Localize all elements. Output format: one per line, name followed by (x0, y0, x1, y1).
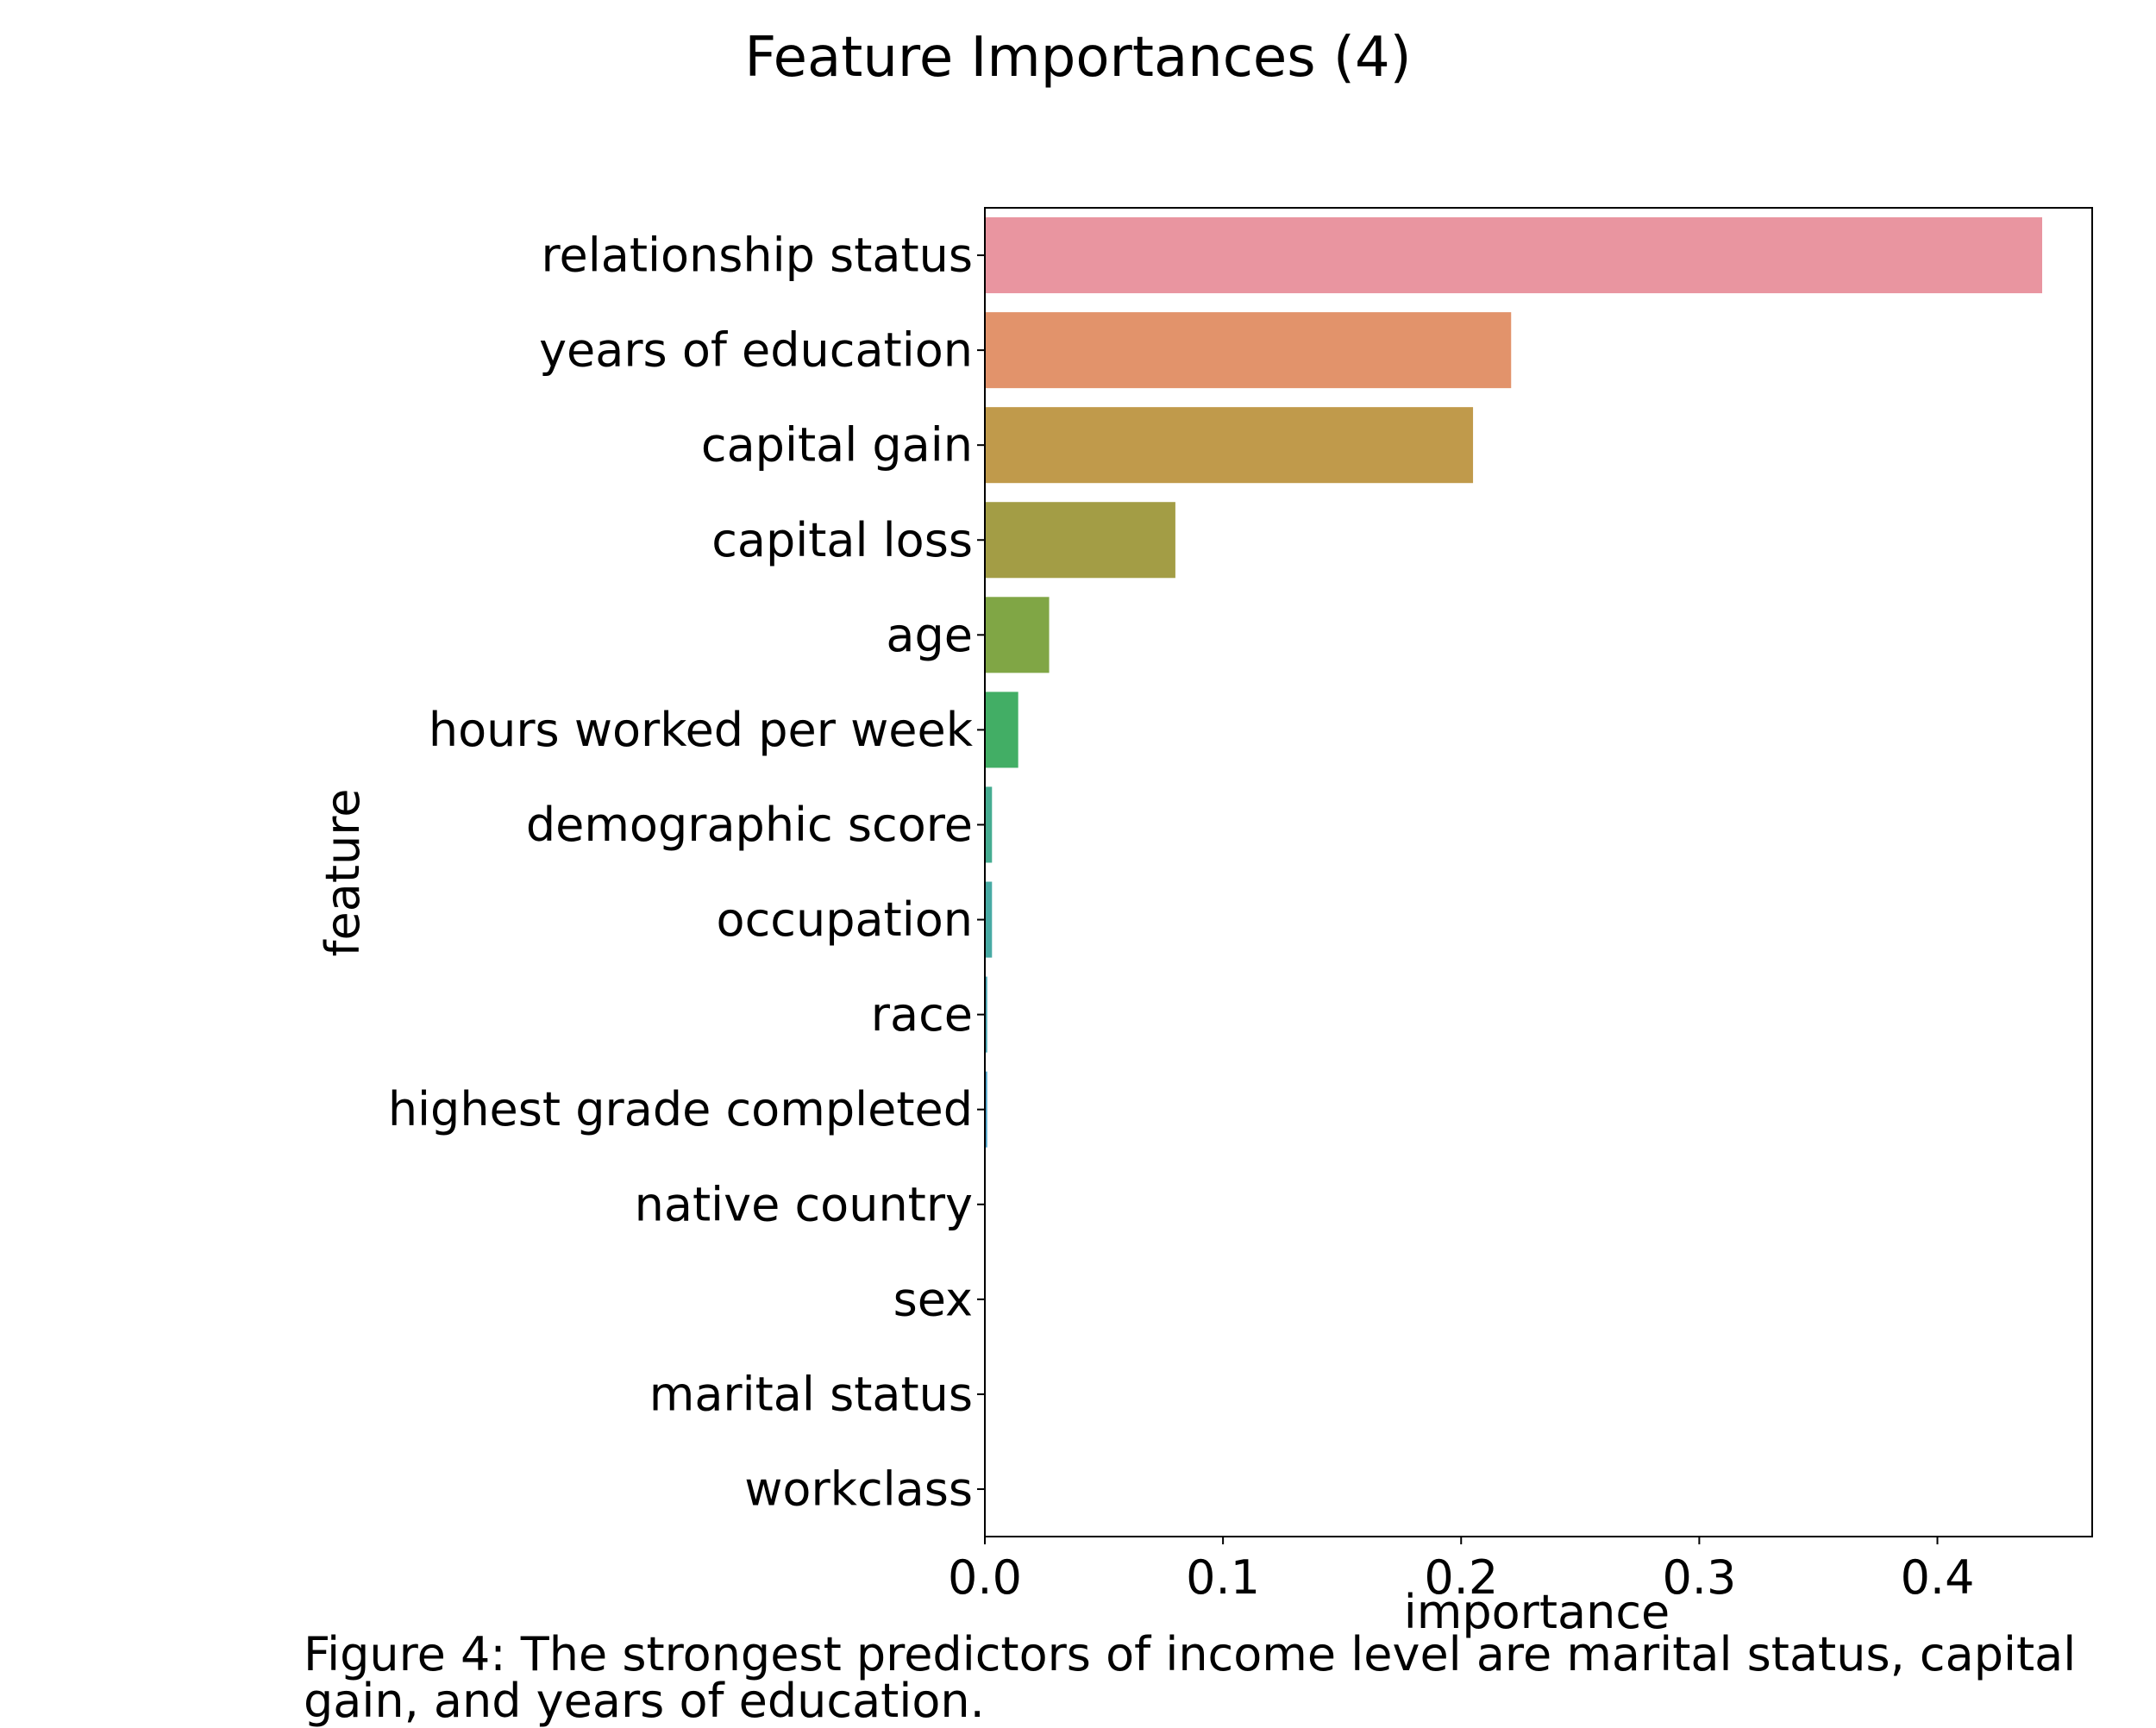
plot-area: relationship status years of education cap… (388, 207, 2093, 1605)
y-axis-label: feature (316, 789, 370, 957)
y-tick-label: marital status (649, 1367, 973, 1421)
bar (985, 786, 993, 863)
chart-title: Feature Importances (4) (744, 26, 1411, 90)
y-tick-label: capital gain (701, 418, 973, 473)
y-tick-label: years of education (539, 323, 973, 378)
bar (985, 692, 1018, 768)
y-tick-label: relationship status (541, 229, 973, 283)
x-tick-label: 0.3 (1662, 1550, 1736, 1605)
y-tick-label: capital loss (711, 513, 973, 567)
bar (985, 597, 1050, 673)
x-tick-label: 0.0 (948, 1550, 1022, 1605)
x-axis-label: importance (1404, 1585, 1670, 1639)
y-tick-label: demographic score (526, 798, 973, 852)
bar (985, 217, 2043, 294)
y-tick-label: race (871, 987, 973, 1042)
y-tick-label: native country (635, 1177, 973, 1231)
plot-frame (984, 207, 2093, 1537)
y-tick-label: sex (893, 1272, 973, 1326)
figure-caption: Figure 4: The strongest predictors of in… (304, 1627, 2077, 1728)
bar (985, 407, 1474, 484)
bar (985, 1071, 987, 1148)
x-tick-label: 0.4 (1901, 1550, 1975, 1605)
y-tick-label: age (886, 608, 973, 662)
bar (985, 976, 987, 1053)
x-tick-label: 0.2 (1424, 1550, 1498, 1605)
y-tick-label: workclass (744, 1462, 973, 1516)
y-tick-label: occupation (717, 892, 973, 947)
y-tick-label: hours worked per week (429, 703, 974, 757)
bar (985, 881, 993, 958)
y-tick-label: highest grade completed (388, 1082, 973, 1136)
bar (985, 502, 1175, 579)
x-tick-label: 0.1 (1186, 1550, 1260, 1605)
bar (985, 312, 1512, 389)
